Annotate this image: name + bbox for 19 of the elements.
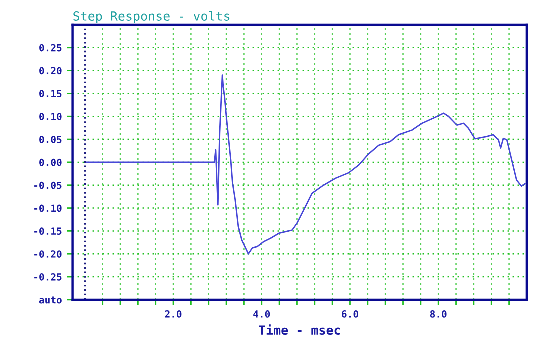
x-tick-label: 2.0 <box>165 310 182 318</box>
x-tick-label: 8.0 <box>430 310 447 318</box>
y-tick-label: auto <box>39 296 62 304</box>
y-tick-label: -0.05 <box>34 182 62 190</box>
x-tick-label: 6.0 <box>342 310 358 318</box>
y-tick-label: 0.10 <box>40 113 62 120</box>
y-tick-label: -0.20 <box>34 250 62 258</box>
y-tick-label: 0.25 <box>40 44 62 52</box>
x-axis-title: Time - msec <box>259 324 340 335</box>
chart-title: Step Response - volts <box>74 11 230 24</box>
y-tick-label: -0.10 <box>34 204 62 212</box>
y-tick-label: 0.05 <box>40 136 62 144</box>
y-tick-label: 0.15 <box>40 90 62 98</box>
x-tick-label: 4.0 <box>254 310 270 318</box>
y-tick-label: 0.00 <box>40 158 62 166</box>
y-tick-label: -0.15 <box>34 228 62 236</box>
line-series <box>84 74 526 255</box>
y-tick-label: 0.20 <box>40 67 62 75</box>
y-tick-label: -0.25 <box>34 274 62 281</box>
